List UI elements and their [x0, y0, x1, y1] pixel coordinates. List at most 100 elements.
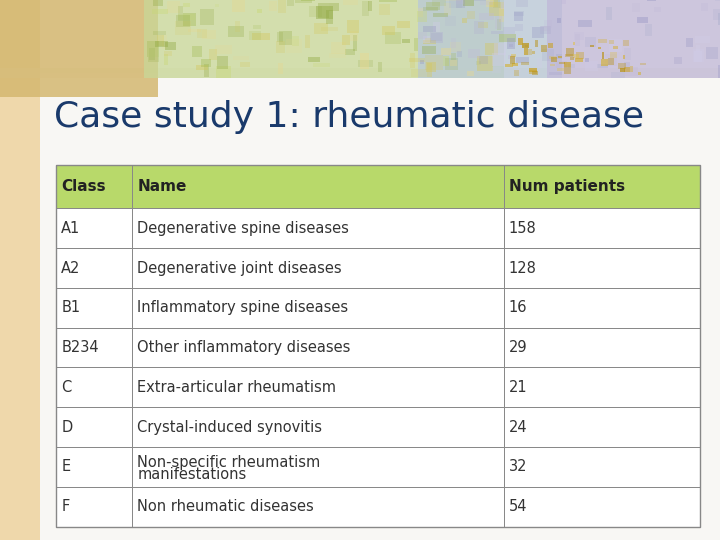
Bar [573, 54, 580, 58]
Bar [132, 407, 503, 447]
Bar [578, 20, 592, 26]
Bar [505, 64, 513, 66]
Bar [503, 328, 700, 368]
Bar [503, 27, 516, 35]
Bar [354, 36, 357, 51]
Bar [269, 1, 277, 11]
Bar [197, 29, 207, 38]
Bar [625, 67, 638, 77]
Bar [515, 24, 523, 31]
Bar [477, 22, 487, 28]
Bar [132, 248, 503, 288]
Bar [714, 9, 720, 20]
Bar [301, 0, 315, 1]
Bar [379, 0, 397, 2]
Bar [445, 0, 461, 1]
Bar [292, 36, 299, 46]
Bar [532, 51, 535, 55]
Text: Name: Name [137, 179, 186, 194]
Bar [196, 65, 208, 70]
Bar [257, 9, 263, 13]
Bar [426, 2, 440, 10]
Bar [495, 16, 502, 29]
Bar [638, 72, 641, 75]
Bar [510, 57, 515, 64]
Bar [610, 52, 617, 58]
Bar [521, 62, 529, 65]
Bar [608, 58, 614, 65]
Bar [474, 21, 485, 34]
Bar [308, 57, 320, 63]
Bar [164, 51, 172, 56]
Bar [547, 0, 720, 78]
Bar [550, 64, 555, 66]
Text: Crystal-induced synovitis: Crystal-induced synovitis [137, 420, 322, 435]
Bar [623, 55, 625, 59]
Bar [456, 0, 464, 4]
Bar [566, 49, 575, 56]
Text: 21: 21 [508, 380, 527, 395]
Bar [278, 63, 284, 75]
Bar [514, 12, 523, 22]
Bar [202, 30, 216, 39]
Bar [529, 70, 537, 73]
Bar [544, 20, 552, 28]
Bar [183, 3, 189, 6]
Bar [548, 43, 553, 48]
Text: manifestations: manifestations [137, 467, 246, 482]
Bar [565, 55, 573, 57]
Bar [215, 44, 233, 54]
Bar [216, 66, 231, 78]
Bar [433, 22, 440, 32]
Bar [279, 31, 292, 45]
Bar [162, 35, 167, 49]
Bar [422, 46, 436, 54]
Bar [493, 0, 500, 8]
Text: A1: A1 [61, 221, 81, 236]
Bar [503, 487, 700, 526]
Bar [613, 46, 618, 49]
Bar [358, 60, 374, 67]
Bar [499, 8, 505, 22]
Bar [149, 49, 155, 60]
Bar [541, 45, 546, 52]
Bar [456, 0, 465, 8]
Bar [188, 29, 202, 32]
Bar [321, 27, 338, 31]
Bar [585, 37, 596, 48]
Bar [556, 61, 567, 68]
Bar [329, 3, 339, 11]
Bar [178, 14, 195, 20]
Text: B1: B1 [61, 300, 81, 315]
Text: Other inflammatory diseases: Other inflammatory diseases [137, 340, 351, 355]
Bar [503, 407, 700, 447]
Bar [309, 6, 322, 17]
Bar [152, 9, 168, 14]
Bar [600, 59, 608, 66]
Bar [132, 208, 503, 248]
Bar [147, 40, 159, 57]
Text: 24: 24 [508, 420, 527, 435]
Bar [410, 53, 415, 68]
Bar [647, 0, 656, 1]
Bar [585, 62, 598, 71]
Bar [521, 43, 529, 49]
Bar [56, 248, 132, 288]
Bar [347, 21, 359, 33]
Bar [148, 57, 159, 62]
Bar [56, 165, 700, 526]
Bar [568, 64, 575, 68]
Bar [402, 39, 410, 43]
Bar [509, 44, 513, 48]
Bar [132, 368, 503, 407]
Bar [313, 63, 330, 66]
Bar [451, 60, 456, 66]
Bar [541, 26, 550, 31]
Bar [693, 50, 704, 63]
Bar [508, 55, 516, 59]
Bar [503, 208, 700, 248]
Bar [645, 24, 652, 36]
Bar [467, 11, 475, 18]
Bar [624, 68, 629, 72]
Bar [611, 72, 625, 78]
